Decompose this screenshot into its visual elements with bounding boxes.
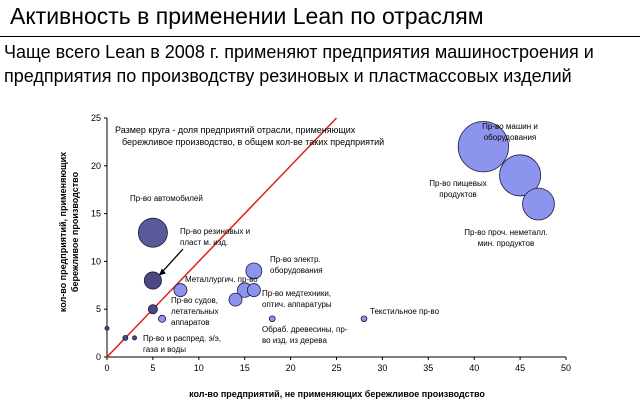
- point-labels-layer: Пр-во машин и оборудования Пр-во пищевых пр…: [130, 122, 548, 354]
- point-label: пласт м. изд.: [180, 238, 228, 247]
- bubble: [522, 187, 555, 221]
- subtitle-line-1: Чаще всего Lean в 2008 г. применяют пред…: [4, 42, 594, 62]
- point-label: оборудования: [270, 266, 323, 275]
- x-tick-label: 10: [194, 363, 204, 373]
- x-tick-label: 25: [331, 363, 341, 373]
- bubble: [143, 271, 162, 290]
- bubble: [104, 325, 110, 331]
- y-axis-label-line-1: кол-во предприятий, применяющих: [58, 152, 68, 312]
- x-axis-label: кол-во предприятий, не применяющих береж…: [189, 389, 485, 399]
- bubble-chart: 0 5 10 15 20 25 30 35 40 45 50 0 5 10 15 20 25 Пр-во маш…: [58, 113, 571, 399]
- x-tick-label: 5: [150, 363, 155, 373]
- point-label: Пр-во судов,: [171, 296, 218, 305]
- bubble: [147, 304, 158, 315]
- bubble: [137, 217, 168, 248]
- leader-arrow-head: [158, 268, 166, 276]
- bubble: [228, 292, 243, 307]
- chart-note-line-1: Размер круга - доля предприятий отрасли,…: [115, 125, 356, 135]
- bubble: [173, 283, 188, 297]
- slide-title: Активность в применении Lean по отраслям: [10, 3, 484, 29]
- title-divider: [0, 36, 640, 37]
- point-label: Пр-во машин и: [482, 122, 538, 131]
- point-label: Пр-во пищевых: [429, 179, 486, 188]
- y-tick-label: 25: [91, 113, 101, 123]
- bubble: [457, 121, 509, 173]
- x-tick-label: 45: [515, 363, 525, 373]
- point-label: летательных: [171, 307, 218, 316]
- point-label: Металлургич. пр-во: [185, 275, 258, 284]
- point-label: продуктов: [439, 190, 477, 199]
- point-label: Пр-во автомобилей: [130, 194, 203, 203]
- subtitle-line-2: предприятия по производству резиновых и …: [4, 66, 572, 86]
- leader-lines: [158, 248, 184, 276]
- y-tick-label: 15: [91, 209, 101, 219]
- x-tick-label: 20: [286, 363, 296, 373]
- slide-subtitle: Чаще всего Lean в 2008 г. применяют пред…: [4, 40, 636, 88]
- chart-axes: 0 5 10 15 20 25 30 35 40 45 50 0 5 10 15 20 25: [91, 113, 571, 373]
- x-tick-label: 15: [240, 363, 250, 373]
- chart-note-line-2: бережливое производство, в общем кол-ве …: [122, 137, 384, 147]
- bubble: [132, 335, 137, 341]
- y-tick-label: 0: [96, 352, 101, 362]
- x-tick-label: 40: [469, 363, 479, 373]
- y-axis-label-line-2: бережливое производство: [70, 171, 80, 292]
- bubble: [499, 154, 542, 197]
- reference-line-layer: [106, 117, 338, 358]
- point-label: аппаратов: [171, 318, 210, 327]
- y-tick-label: 10: [91, 256, 101, 266]
- point-label: Пр-во электр.: [270, 255, 321, 264]
- bubble: [158, 314, 167, 323]
- point-label: Пр-во и распред. э/э,: [143, 334, 221, 343]
- point-label: Текстильное пр-во: [370, 307, 440, 316]
- point-label: газа и воды: [143, 345, 186, 354]
- y-tick-label: 5: [96, 304, 101, 314]
- point-label: Пр-во медтехники,: [262, 289, 331, 298]
- x-tick-label: 50: [561, 363, 571, 373]
- bubbles-layer: [104, 121, 555, 341]
- point-label: мин. продуктов: [478, 239, 534, 248]
- point-label: Обраб. древесины, пр-: [262, 325, 348, 334]
- reference-line: [106, 117, 338, 358]
- x-tick-label: 35: [423, 363, 433, 373]
- point-label: Пр-во проч. неметалл.: [464, 228, 548, 237]
- y-tick-label: 20: [91, 161, 101, 171]
- point-label: оптич. аппаратуры: [262, 300, 332, 309]
- bubble: [360, 315, 368, 323]
- bubble: [268, 315, 276, 323]
- bubble: [122, 334, 129, 341]
- x-tick-label: 30: [377, 363, 387, 373]
- bubble: [246, 283, 261, 297]
- point-label: Пр-во резиновых и: [180, 227, 250, 236]
- bubble: [245, 262, 263, 280]
- point-label: оборудования: [484, 133, 537, 142]
- point-label: во изд. из дерева: [262, 336, 327, 345]
- x-tick-label: 0: [104, 363, 109, 373]
